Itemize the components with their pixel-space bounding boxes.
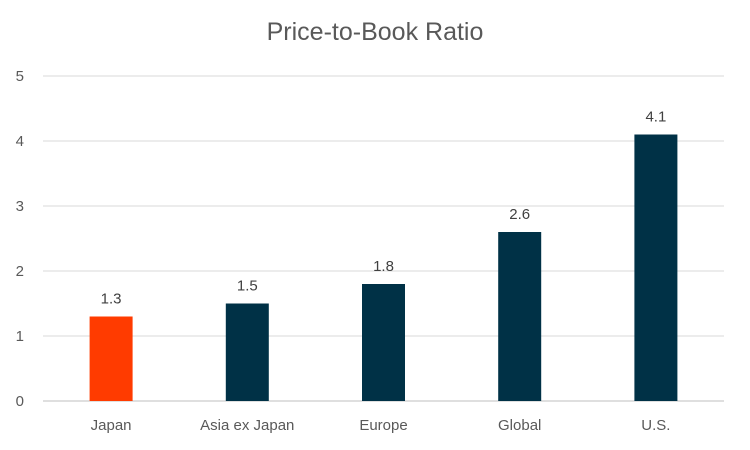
y-tick-label: 5 xyxy=(16,68,24,85)
bar xyxy=(362,284,405,401)
chart-title: Price-to-Book Ratio xyxy=(266,18,484,46)
y-tick-label: 4 xyxy=(16,133,24,150)
y-tick-label: 1 xyxy=(16,328,24,345)
x-tick-label: U.S. xyxy=(641,417,670,434)
x-tick-label: Asia ex Japan xyxy=(200,417,294,434)
data-label: 4.1 xyxy=(645,109,666,126)
x-tick-label: Europe xyxy=(359,417,407,434)
y-tick-label: 0 xyxy=(16,393,24,410)
bar xyxy=(89,316,133,401)
x-tick-label: Global xyxy=(498,417,541,434)
data-label: 1.3 xyxy=(101,291,122,308)
y-tick-label: 2 xyxy=(16,263,24,280)
data-label: 1.5 xyxy=(237,278,258,295)
data-label: 2.6 xyxy=(509,206,530,223)
bar xyxy=(498,232,542,401)
data-label: 1.8 xyxy=(373,258,394,275)
bar xyxy=(225,303,269,401)
y-tick-label: 3 xyxy=(16,198,24,215)
x-tick-label: Japan xyxy=(91,417,132,434)
bar xyxy=(634,134,678,401)
